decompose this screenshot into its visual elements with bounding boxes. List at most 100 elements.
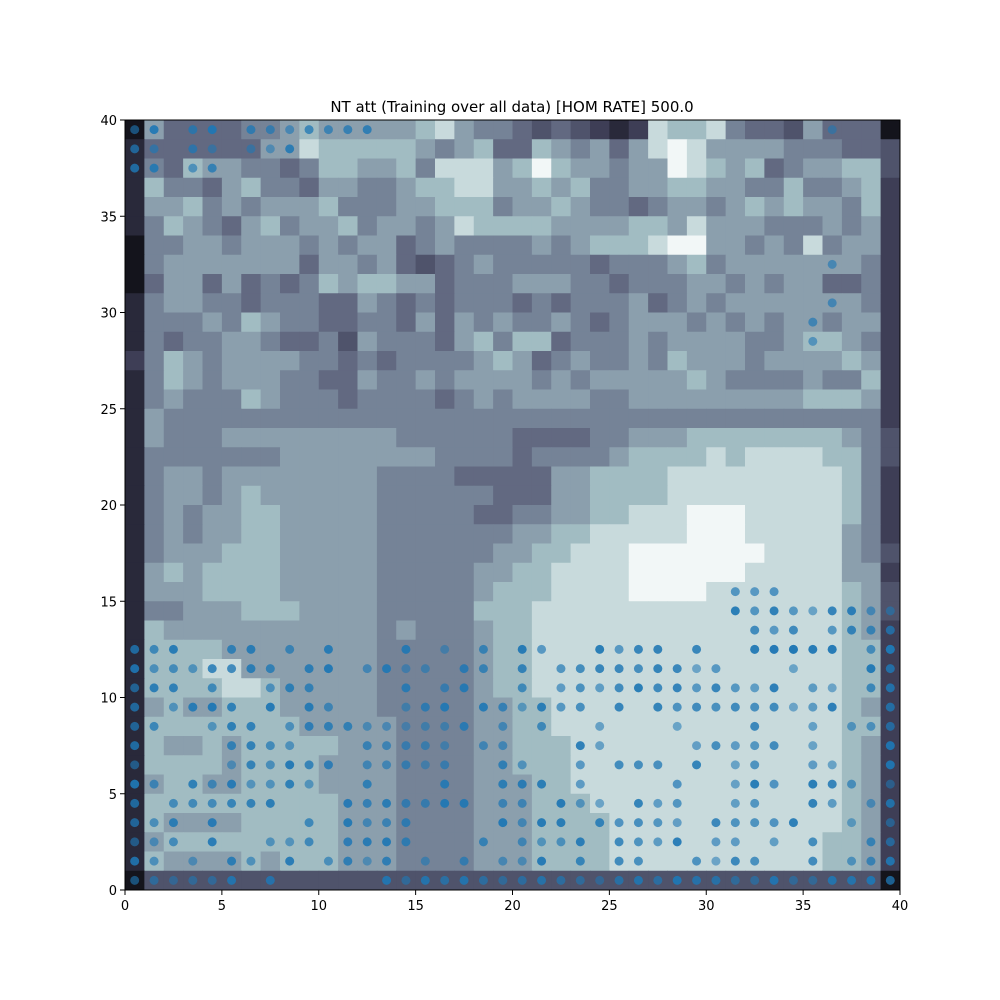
heatmap-cell (299, 158, 320, 179)
heatmap-cell (880, 524, 901, 544)
heatmap-cell (686, 370, 707, 390)
data-point (168, 818, 178, 828)
heatmap-cell (357, 601, 378, 621)
data-point (575, 798, 585, 808)
heatmap-cell (376, 293, 397, 313)
heatmap-cell (163, 524, 184, 544)
heatmap-cell (473, 774, 494, 795)
data-point (149, 856, 159, 866)
heatmap-cell (260, 254, 281, 275)
heatmap-cell (531, 331, 552, 352)
heatmap-cell (648, 293, 668, 313)
heatmap-cell (609, 736, 630, 756)
heatmap-cell (454, 120, 475, 140)
heatmap-cell (260, 716, 281, 737)
heatmap-cell (861, 216, 882, 236)
heatmap-cell (667, 639, 688, 660)
heatmap-cell (473, 582, 494, 602)
heatmap-cell (357, 197, 378, 217)
heatmap-cell (435, 331, 455, 352)
heatmap-cell (861, 774, 882, 795)
heatmap-cell (841, 293, 862, 313)
heatmap-cell (435, 120, 455, 140)
heatmap-cell (435, 312, 455, 333)
heatmap-cell (822, 428, 843, 448)
data-point (130, 664, 140, 674)
heatmap-cell (570, 716, 591, 737)
heatmap-cell (783, 177, 804, 198)
data-point (556, 664, 566, 674)
heatmap-cell (435, 389, 455, 410)
heatmap-cell (260, 813, 281, 833)
heatmap-cell (803, 524, 823, 544)
heatmap-cell (318, 832, 339, 852)
heatmap-cell (221, 216, 242, 236)
data-point (750, 721, 760, 731)
heatmap-cell (512, 235, 533, 256)
heatmap-cell (241, 466, 262, 487)
heatmap-cell (745, 139, 765, 159)
heatmap-cell (435, 254, 455, 275)
heatmap-cell (473, 351, 494, 371)
heatmap-cell (551, 466, 572, 487)
heatmap-cell (531, 582, 552, 602)
data-point (827, 760, 837, 770)
heatmap-cell (260, 389, 281, 410)
data-point (827, 125, 837, 135)
heatmap-cell (454, 755, 475, 775)
heatmap-cell (454, 351, 475, 371)
data-point (633, 798, 643, 808)
heatmap-cell (512, 197, 533, 217)
heatmap-cell (338, 505, 358, 525)
heatmap-cell (376, 254, 397, 275)
data-point (246, 144, 256, 154)
data-point (633, 818, 643, 828)
heatmap-cell (628, 389, 649, 410)
heatmap-cell (841, 639, 862, 660)
heatmap-cell (841, 370, 862, 390)
data-point (459, 664, 469, 674)
heatmap-cell (841, 408, 862, 429)
data-point (517, 760, 527, 770)
heatmap-cell (221, 678, 242, 698)
heatmap-cell (667, 120, 688, 140)
data-point (382, 856, 392, 866)
heatmap-cell (454, 736, 475, 756)
heatmap-cell (725, 543, 746, 564)
data-point (730, 837, 740, 847)
heatmap-cell (473, 755, 494, 775)
heatmap-cell (512, 351, 533, 371)
heatmap-cell (783, 543, 804, 564)
heatmap-cell (783, 582, 804, 602)
heatmap-cell (667, 428, 688, 448)
heatmap-cell (745, 505, 765, 525)
data-point (227, 702, 237, 712)
heatmap-cell (745, 832, 765, 852)
heatmap-cell (241, 389, 262, 410)
data-point (730, 779, 740, 789)
heatmap-cell (435, 447, 455, 467)
heatmap-cell (280, 466, 300, 487)
heatmap-cell (861, 466, 882, 487)
heatmap-cell (415, 601, 436, 621)
heatmap-cell (299, 447, 320, 467)
heatmap-cell (338, 620, 358, 641)
heatmap-cell (241, 158, 262, 179)
heatmap-cell (551, 524, 572, 544)
heatmap-cell (570, 447, 591, 467)
heatmap-cell (725, 524, 746, 544)
heatmap-cell (435, 543, 455, 564)
heatmap-cell (202, 601, 223, 621)
data-point (285, 856, 295, 866)
heatmap-cell (454, 466, 475, 487)
data-point (808, 875, 818, 885)
heatmap-cell (357, 505, 378, 525)
data-point (730, 818, 740, 828)
heatmap-cell (531, 408, 552, 429)
heatmap-cell (570, 312, 591, 333)
heatmap-cell (667, 851, 688, 872)
heatmap-cell (125, 389, 145, 410)
heatmap-cell (706, 543, 727, 564)
data-point (285, 741, 295, 751)
heatmap-cell (260, 851, 281, 872)
